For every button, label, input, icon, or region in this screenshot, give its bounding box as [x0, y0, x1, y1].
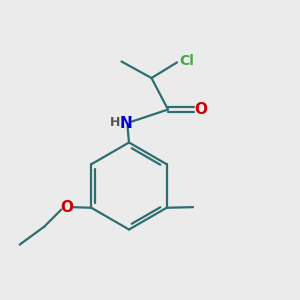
Text: O: O [60, 200, 73, 215]
Text: N: N [120, 116, 132, 130]
Text: Cl: Cl [179, 54, 194, 68]
Text: H: H [110, 116, 120, 130]
Text: O: O [194, 102, 208, 117]
